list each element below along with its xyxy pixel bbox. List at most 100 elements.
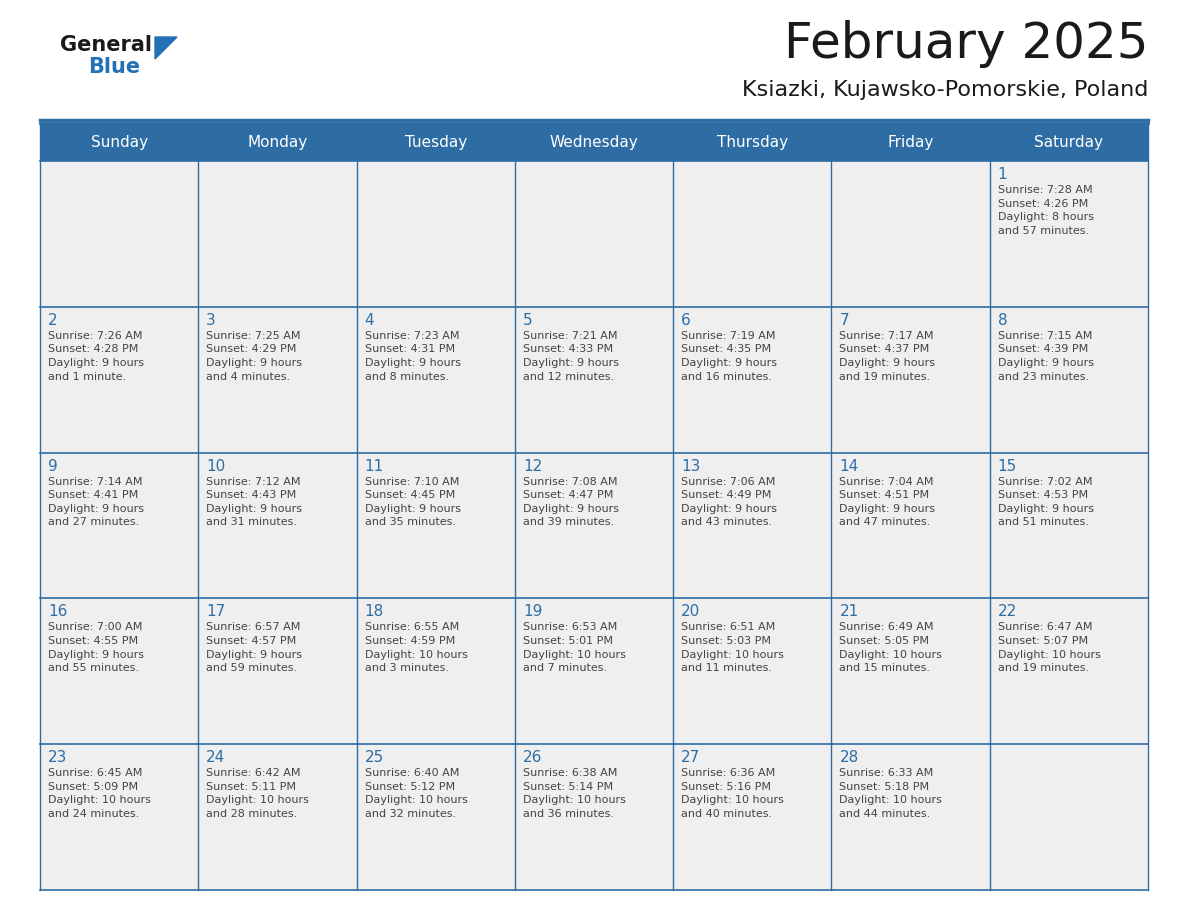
Bar: [990, 161, 1148, 307]
Bar: [990, 744, 1148, 890]
Text: Blue: Blue: [88, 57, 140, 77]
Bar: [514, 307, 674, 453]
Bar: [990, 307, 1148, 453]
Text: Sunrise: 6:53 AM
Sunset: 5:01 PM
Daylight: 10 hours
and 7 minutes.: Sunrise: 6:53 AM Sunset: 5:01 PM Dayligh…: [523, 622, 626, 673]
Bar: [514, 744, 674, 890]
Bar: [356, 307, 514, 453]
Bar: [832, 453, 990, 599]
Bar: [40, 307, 198, 453]
Text: 16: 16: [48, 604, 68, 620]
Bar: [40, 123, 1148, 161]
Text: Sunrise: 7:00 AM
Sunset: 4:55 PM
Daylight: 9 hours
and 55 minutes.: Sunrise: 7:00 AM Sunset: 4:55 PM Dayligh…: [48, 622, 144, 673]
Text: Sunrise: 6:55 AM
Sunset: 4:59 PM
Daylight: 10 hours
and 3 minutes.: Sunrise: 6:55 AM Sunset: 4:59 PM Dayligh…: [365, 622, 467, 673]
Text: Sunrise: 7:23 AM
Sunset: 4:31 PM
Daylight: 9 hours
and 8 minutes.: Sunrise: 7:23 AM Sunset: 4:31 PM Dayligh…: [365, 330, 461, 382]
Text: 12: 12: [523, 459, 542, 474]
Text: Thursday: Thursday: [716, 135, 788, 150]
Text: 2: 2: [48, 313, 58, 328]
Text: Tuesday: Tuesday: [405, 135, 467, 150]
Text: 4: 4: [365, 313, 374, 328]
Text: Sunrise: 7:25 AM
Sunset: 4:29 PM
Daylight: 9 hours
and 4 minutes.: Sunrise: 7:25 AM Sunset: 4:29 PM Dayligh…: [207, 330, 302, 382]
Text: Ksiazki, Kujawsko-Pomorskie, Poland: Ksiazki, Kujawsko-Pomorskie, Poland: [741, 80, 1148, 100]
Text: Sunrise: 7:08 AM
Sunset: 4:47 PM
Daylight: 9 hours
and 39 minutes.: Sunrise: 7:08 AM Sunset: 4:47 PM Dayligh…: [523, 476, 619, 528]
Text: Sunrise: 6:33 AM
Sunset: 5:18 PM
Daylight: 10 hours
and 44 minutes.: Sunrise: 6:33 AM Sunset: 5:18 PM Dayligh…: [840, 768, 942, 819]
Bar: [198, 453, 356, 599]
Bar: [514, 161, 674, 307]
Bar: [198, 744, 356, 890]
Bar: [514, 453, 674, 599]
Text: 11: 11: [365, 459, 384, 474]
Text: 13: 13: [681, 459, 701, 474]
Text: 21: 21: [840, 604, 859, 620]
Bar: [832, 161, 990, 307]
Bar: [40, 744, 198, 890]
Text: Sunrise: 6:51 AM
Sunset: 5:03 PM
Daylight: 10 hours
and 11 minutes.: Sunrise: 6:51 AM Sunset: 5:03 PM Dayligh…: [681, 622, 784, 673]
Text: 7: 7: [840, 313, 849, 328]
Text: Sunrise: 6:36 AM
Sunset: 5:16 PM
Daylight: 10 hours
and 40 minutes.: Sunrise: 6:36 AM Sunset: 5:16 PM Dayligh…: [681, 768, 784, 819]
Text: Sunrise: 6:57 AM
Sunset: 4:57 PM
Daylight: 9 hours
and 59 minutes.: Sunrise: 6:57 AM Sunset: 4:57 PM Dayligh…: [207, 622, 302, 673]
Bar: [674, 161, 832, 307]
Text: Sunrise: 7:21 AM
Sunset: 4:33 PM
Daylight: 9 hours
and 12 minutes.: Sunrise: 7:21 AM Sunset: 4:33 PM Dayligh…: [523, 330, 619, 382]
Text: Sunrise: 7:17 AM
Sunset: 4:37 PM
Daylight: 9 hours
and 19 minutes.: Sunrise: 7:17 AM Sunset: 4:37 PM Dayligh…: [840, 330, 935, 382]
Text: Sunrise: 7:12 AM
Sunset: 4:43 PM
Daylight: 9 hours
and 31 minutes.: Sunrise: 7:12 AM Sunset: 4:43 PM Dayligh…: [207, 476, 302, 528]
Text: 27: 27: [681, 750, 701, 766]
Bar: [40, 599, 198, 744]
Text: 1: 1: [998, 167, 1007, 182]
Bar: [832, 744, 990, 890]
Text: 3: 3: [207, 313, 216, 328]
Text: 28: 28: [840, 750, 859, 766]
Text: Sunrise: 7:02 AM
Sunset: 4:53 PM
Daylight: 9 hours
and 51 minutes.: Sunrise: 7:02 AM Sunset: 4:53 PM Dayligh…: [998, 476, 1094, 528]
Text: 26: 26: [523, 750, 542, 766]
Text: Sunrise: 7:04 AM
Sunset: 4:51 PM
Daylight: 9 hours
and 47 minutes.: Sunrise: 7:04 AM Sunset: 4:51 PM Dayligh…: [840, 476, 935, 528]
Text: 25: 25: [365, 750, 384, 766]
Bar: [832, 599, 990, 744]
Text: Sunrise: 6:49 AM
Sunset: 5:05 PM
Daylight: 10 hours
and 15 minutes.: Sunrise: 6:49 AM Sunset: 5:05 PM Dayligh…: [840, 622, 942, 673]
Bar: [198, 599, 356, 744]
Text: 23: 23: [48, 750, 68, 766]
Polygon shape: [154, 37, 177, 59]
Bar: [990, 599, 1148, 744]
Bar: [198, 307, 356, 453]
Text: Sunrise: 7:19 AM
Sunset: 4:35 PM
Daylight: 9 hours
and 16 minutes.: Sunrise: 7:19 AM Sunset: 4:35 PM Dayligh…: [681, 330, 777, 382]
Text: Sunrise: 7:15 AM
Sunset: 4:39 PM
Daylight: 9 hours
and 23 minutes.: Sunrise: 7:15 AM Sunset: 4:39 PM Dayligh…: [998, 330, 1094, 382]
Text: Sunrise: 6:38 AM
Sunset: 5:14 PM
Daylight: 10 hours
and 36 minutes.: Sunrise: 6:38 AM Sunset: 5:14 PM Dayligh…: [523, 768, 626, 819]
Text: Sunrise: 6:42 AM
Sunset: 5:11 PM
Daylight: 10 hours
and 28 minutes.: Sunrise: 6:42 AM Sunset: 5:11 PM Dayligh…: [207, 768, 309, 819]
Text: General: General: [61, 35, 152, 55]
Text: 22: 22: [998, 604, 1017, 620]
Text: 24: 24: [207, 750, 226, 766]
Text: Saturday: Saturday: [1035, 135, 1104, 150]
Text: 18: 18: [365, 604, 384, 620]
Text: 10: 10: [207, 459, 226, 474]
Text: 17: 17: [207, 604, 226, 620]
Text: Sunrise: 7:10 AM
Sunset: 4:45 PM
Daylight: 9 hours
and 35 minutes.: Sunrise: 7:10 AM Sunset: 4:45 PM Dayligh…: [365, 476, 461, 528]
Text: 15: 15: [998, 459, 1017, 474]
Text: 8: 8: [998, 313, 1007, 328]
Text: Friday: Friday: [887, 135, 934, 150]
Bar: [40, 161, 198, 307]
Bar: [356, 599, 514, 744]
Bar: [674, 453, 832, 599]
Bar: [674, 744, 832, 890]
Bar: [356, 744, 514, 890]
Text: Wednesday: Wednesday: [550, 135, 638, 150]
Bar: [990, 453, 1148, 599]
Text: 6: 6: [681, 313, 691, 328]
Bar: [356, 453, 514, 599]
Text: Sunrise: 7:06 AM
Sunset: 4:49 PM
Daylight: 9 hours
and 43 minutes.: Sunrise: 7:06 AM Sunset: 4:49 PM Dayligh…: [681, 476, 777, 528]
Bar: [674, 599, 832, 744]
Text: Sunrise: 7:28 AM
Sunset: 4:26 PM
Daylight: 8 hours
and 57 minutes.: Sunrise: 7:28 AM Sunset: 4:26 PM Dayligh…: [998, 185, 1094, 236]
Bar: [674, 307, 832, 453]
Text: Monday: Monday: [247, 135, 308, 150]
Text: 20: 20: [681, 604, 701, 620]
Text: February 2025: February 2025: [784, 20, 1148, 68]
Bar: [514, 599, 674, 744]
Text: Sunday: Sunday: [90, 135, 147, 150]
Text: 5: 5: [523, 313, 532, 328]
Bar: [832, 307, 990, 453]
Text: Sunrise: 7:14 AM
Sunset: 4:41 PM
Daylight: 9 hours
and 27 minutes.: Sunrise: 7:14 AM Sunset: 4:41 PM Dayligh…: [48, 476, 144, 528]
Bar: [40, 453, 198, 599]
Text: Sunrise: 7:26 AM
Sunset: 4:28 PM
Daylight: 9 hours
and 1 minute.: Sunrise: 7:26 AM Sunset: 4:28 PM Dayligh…: [48, 330, 144, 382]
Bar: [356, 161, 514, 307]
Text: 14: 14: [840, 459, 859, 474]
Text: Sunrise: 6:45 AM
Sunset: 5:09 PM
Daylight: 10 hours
and 24 minutes.: Sunrise: 6:45 AM Sunset: 5:09 PM Dayligh…: [48, 768, 151, 819]
Text: Sunrise: 6:47 AM
Sunset: 5:07 PM
Daylight: 10 hours
and 19 minutes.: Sunrise: 6:47 AM Sunset: 5:07 PM Dayligh…: [998, 622, 1100, 673]
